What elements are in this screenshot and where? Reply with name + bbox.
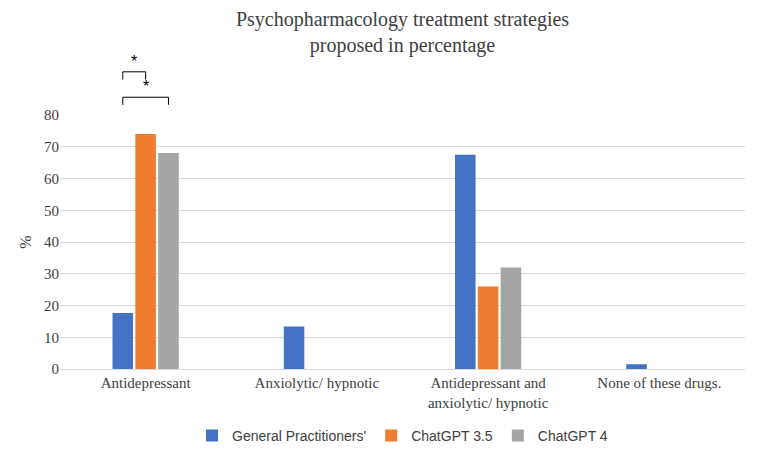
- svg-text:Anxiolytic/ hypnotic: Anxiolytic/ hypnotic: [255, 375, 380, 391]
- svg-text:Psychopharmacology treatment s: Psychopharmacology treatment strategiesp…: [236, 8, 569, 57]
- svg-text:20: 20: [44, 298, 59, 314]
- svg-text:50: 50: [44, 203, 59, 219]
- svg-text:Antidepressant andanxiolytic/: Antidepressant andanxiolytic/ hypnotic: [428, 375, 549, 411]
- svg-text:%: %: [17, 235, 34, 248]
- svg-text:*: *: [131, 53, 137, 70]
- svg-text:60: 60: [44, 171, 59, 187]
- svg-text:*: *: [143, 78, 149, 95]
- svg-text:Antidepressant: Antidepressant: [101, 375, 192, 391]
- svg-text:80: 80: [44, 107, 59, 123]
- svg-text:ChatGPT 4: ChatGPT 4: [538, 428, 608, 444]
- svg-text:0: 0: [52, 361, 60, 377]
- svg-text:30: 30: [44, 266, 59, 282]
- svg-text:General Practitioners': General Practitioners': [232, 428, 366, 444]
- svg-text:None of these drugs.: None of these drugs.: [597, 375, 721, 391]
- svg-text:70: 70: [44, 139, 59, 155]
- svg-text:40: 40: [44, 234, 59, 250]
- svg-text:10: 10: [44, 330, 59, 346]
- svg-text:ChatGPT 3.5: ChatGPT 3.5: [411, 428, 493, 444]
